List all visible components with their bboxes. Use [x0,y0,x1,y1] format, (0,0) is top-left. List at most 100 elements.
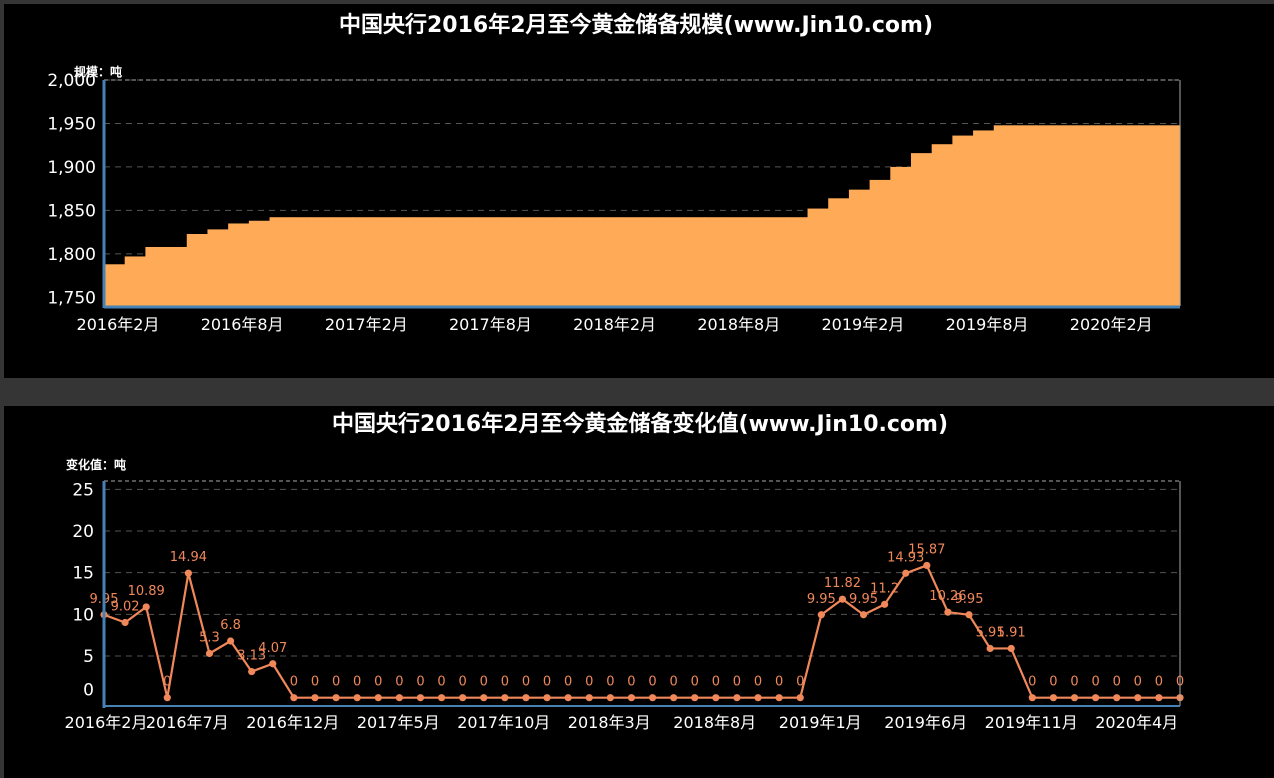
data-point [290,694,298,702]
data-label: 0 [395,675,403,690]
data-label: 5.91 [976,625,1005,640]
area-step [538,217,560,306]
x-tick-label: 2019年11月 [985,713,1078,732]
y-tick-label: 5 [83,647,94,667]
area-step [869,179,891,306]
area-step [145,246,167,306]
data-label: 0 [1134,675,1142,690]
data-label: 0 [437,675,445,690]
data-label: 0 [1113,675,1121,690]
data-point [543,694,551,702]
area-step [600,217,622,306]
data-point [437,694,446,702]
x-tick-label: 2017年10月 [457,713,550,732]
x-tick-labels: 2016年2月 2016年8月 2017年2月 2017年8月 2018年2月 2018年… [77,315,1153,334]
data-label: 0 [627,675,635,690]
area-step [1076,125,1098,306]
data-label: 11.82 [824,576,861,591]
y-tick-label: 1,950 [47,114,96,134]
area-step [1159,125,1181,306]
chart-title: 中国央行2016年2月至今黄金储备变化值(www.Jin10.com) [332,411,948,437]
data-point [733,694,741,702]
data-point [796,694,804,702]
data-label: 0 [564,675,572,690]
data-points [100,561,1184,702]
data-point [163,694,171,702]
data-label: 0 [775,675,783,690]
data-label: 0 [543,675,551,690]
data-label: 15.87 [908,542,945,557]
data-point [944,608,952,616]
data-point [627,694,636,702]
y-axis-label: 规模：吨 [74,64,122,79]
data-point [902,569,910,577]
data-point [1007,644,1015,653]
data-label: 0 [311,675,319,690]
area-step [890,166,912,306]
data-label: 0 [606,675,614,690]
area-step [414,217,436,306]
y-axis-label: 变化值：吨 [66,457,126,472]
area-step [1055,125,1078,306]
data-point [142,603,150,611]
area-step [1014,125,1036,306]
data-label: 5.3 [199,631,220,646]
axes [102,79,1181,309]
y-tick-label: 1,900 [47,158,96,178]
area-step [1117,125,1140,306]
y-tick-label: 0 [83,681,94,701]
data-label: 0 [1091,675,1099,690]
area-step [911,153,933,306]
data-point [986,644,994,653]
area-series [104,125,1181,306]
x-tick-label: 2016年12月 [246,713,339,732]
data-point [226,637,235,645]
data-label: 14.93 [887,550,924,565]
data-point [712,694,720,702]
area-step [331,217,353,306]
x-tick-label: 2016年2月 [65,713,148,732]
data-label: 0 [1049,675,1057,690]
area-step [373,217,395,306]
data-point [353,694,361,702]
area-step [559,217,581,306]
data-point [923,561,931,570]
data-label: 9.02 [111,600,140,615]
data-point [311,694,319,702]
area-step [724,217,747,306]
data-label: 14.94 [170,550,207,565]
y-tick-label: 1,850 [47,201,96,221]
area-step [393,217,415,306]
gold-reserve-scale-chart: 中国央行2016年2月至今黄金储备规模(www.Jin10.com) 规模：吨 … [47,12,1181,334]
x-tick-label: 2016年8月 [201,315,284,334]
area-step [455,217,478,306]
data-point [859,611,868,619]
data-label: 0 [1028,675,1036,690]
area-step [993,125,1016,306]
data-point [1092,694,1100,702]
data-label: 0 [459,675,467,690]
x-tick-label: 2020年2月 [1070,315,1153,334]
data-label: 9.95 [955,592,984,607]
data-label: 9.95 [807,592,836,607]
data-point [1155,694,1163,702]
x-tick-label: 2019年2月 [821,315,904,334]
data-point [585,694,593,702]
data-label: 10.89 [128,584,165,599]
y-tick-label: 1,800 [47,245,96,265]
line-series [103,564,1180,699]
data-label: 0 [648,675,656,690]
data-label: 0 [691,675,699,690]
data-label: 0 [1155,675,1163,690]
data-point [205,649,214,658]
area-step [828,198,850,306]
data-label: 11.2 [870,581,899,596]
area-step [517,217,540,306]
data-point [1134,694,1142,702]
data-point [1070,694,1079,702]
area-step [104,264,126,306]
data-label: 3.13 [237,649,266,664]
data-label: 0 [163,675,171,690]
area-step [662,217,684,306]
